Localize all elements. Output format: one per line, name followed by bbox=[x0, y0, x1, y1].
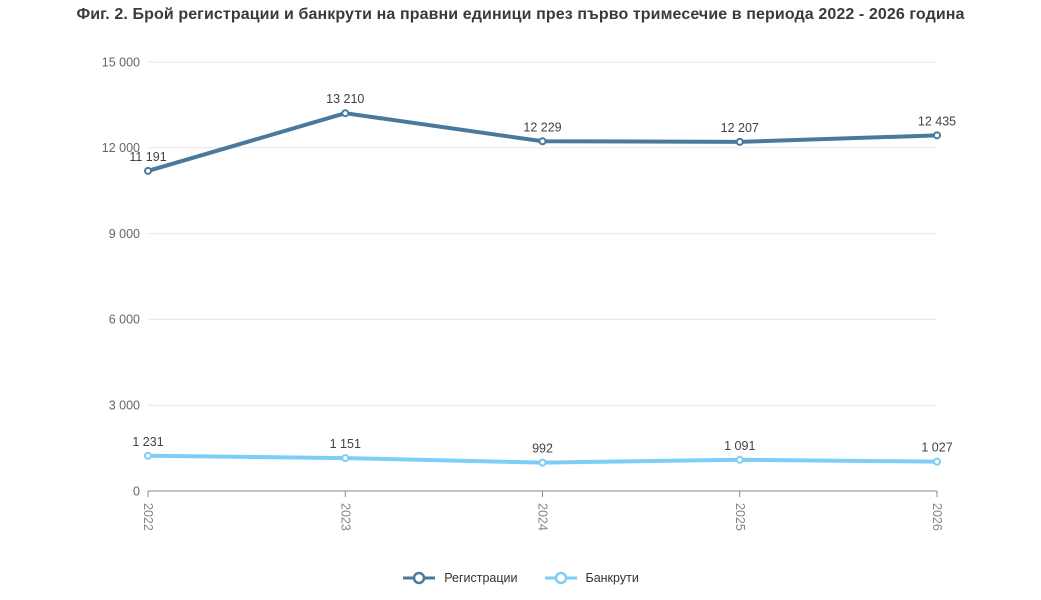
legend-item-bankruptcies[interactable]: Банкрути bbox=[544, 571, 639, 585]
y-axis-label: 0 bbox=[133, 484, 140, 498]
data-label: 13 210 bbox=[326, 92, 364, 106]
data-label: 1 091 bbox=[724, 439, 755, 453]
data-label: 1 151 bbox=[330, 437, 361, 451]
data-point[interactable] bbox=[735, 137, 744, 146]
legend-label-registrations: Регистрации bbox=[444, 571, 518, 585]
data-label: 12 229 bbox=[523, 120, 561, 134]
y-axis-label: 6 000 bbox=[109, 313, 140, 327]
y-axis-label: 12 000 bbox=[102, 141, 140, 155]
data-point[interactable] bbox=[144, 166, 152, 175]
registrations-line-marker-icon bbox=[403, 571, 436, 585]
x-axis-label: 2026 bbox=[930, 503, 944, 531]
legend-item-registrations[interactable]: Регистрации bbox=[402, 571, 518, 585]
y-axis-label: 15 000 bbox=[102, 55, 140, 69]
data-label: 12 435 bbox=[918, 114, 956, 128]
chart-title: Фиг. 2. Брой регистрации и банкрути на п… bbox=[76, 6, 965, 23]
data-label: 11 191 bbox=[129, 150, 166, 164]
x-axis-label: 2025 bbox=[733, 503, 747, 531]
data-point[interactable] bbox=[144, 451, 152, 460]
x-axis-label: 2024 bbox=[536, 503, 550, 531]
data-label: 992 bbox=[532, 442, 553, 456]
data-point[interactable] bbox=[538, 137, 547, 146]
bankruptcies-line-marker-icon bbox=[544, 571, 577, 585]
data-label: 1 231 bbox=[132, 435, 163, 449]
data-point[interactable] bbox=[735, 455, 744, 464]
data-point[interactable] bbox=[933, 457, 941, 466]
data-label: 12 207 bbox=[721, 121, 759, 135]
legend-label-bankruptcies: Банкрути bbox=[585, 571, 639, 585]
y-axis-label: 9 000 bbox=[109, 227, 140, 241]
x-axis-label: 2023 bbox=[338, 503, 352, 531]
data-point[interactable] bbox=[341, 109, 350, 118]
chart-legend: Регистрации Банкрути bbox=[0, 571, 1041, 585]
x-axis-label: 2022 bbox=[141, 503, 155, 531]
y-axis-label: 3 000 bbox=[109, 399, 140, 413]
data-point[interactable] bbox=[341, 454, 350, 463]
data-label: 1 027 bbox=[921, 441, 952, 455]
data-point[interactable] bbox=[933, 131, 941, 140]
chart-canvas: 0 3 000 6 000 9 000 12 000 15 000 2022 2023 2024… bbox=[102, 55, 956, 531]
data-point[interactable] bbox=[538, 458, 547, 467]
